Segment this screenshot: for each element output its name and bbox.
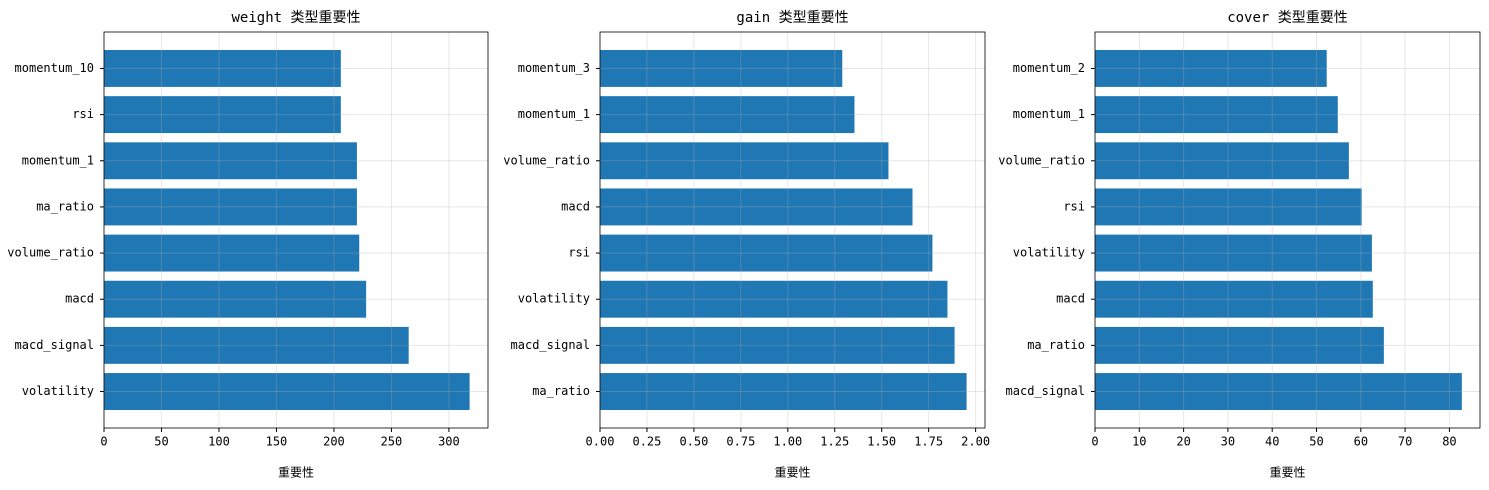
bar	[600, 234, 933, 272]
bar	[600, 326, 955, 364]
bar	[104, 280, 367, 318]
plot-frame	[103, 31, 489, 429]
bar	[600, 50, 843, 87]
bar	[1095, 96, 1338, 134]
bar	[104, 326, 409, 364]
y-tick-label: macd_signal	[15, 338, 94, 352]
y-tick-label: ma_ratio	[1027, 338, 1085, 352]
chart-title: gain 类型重要性	[736, 10, 848, 26]
x-tick-label: 60	[1354, 435, 1368, 449]
y-tick-label: ma_ratio	[532, 384, 590, 398]
y-tick-label: volume_ratio	[7, 246, 94, 260]
plot-frame	[1094, 31, 1481, 429]
y-tick-label: momentum_1	[22, 153, 94, 167]
x-tick-label: 2.00	[961, 435, 990, 449]
bar	[1095, 188, 1362, 226]
bar	[600, 96, 855, 134]
x-tick-label: 250	[381, 435, 403, 449]
x-tick-label: 1.75	[914, 435, 943, 449]
x-tick-label: 1.50	[867, 435, 896, 449]
y-tick-label: rsi	[1063, 199, 1085, 213]
x-tick-label: 100	[208, 435, 230, 449]
y-tick-label: macd	[561, 199, 590, 213]
chart-title: cover 类型重要性	[1227, 10, 1348, 26]
y-tick-label: macd_signal	[1006, 384, 1085, 398]
x-tick-label: 0	[100, 435, 107, 449]
bar	[1095, 234, 1372, 272]
plot-frame	[599, 31, 986, 429]
x-tick-label: 0.00	[586, 435, 615, 449]
x-axis-label: 重要性	[1269, 466, 1305, 480]
x-axis-label: 重要性	[278, 466, 314, 480]
y-tick-label: ma_ratio	[36, 199, 94, 213]
y-tick-label: macd	[65, 292, 94, 306]
bar	[600, 188, 913, 226]
x-tick-label: 1.25	[820, 435, 849, 449]
y-tick-label: volume_ratio	[998, 153, 1085, 167]
y-tick-label: rsi	[72, 107, 94, 121]
bar	[1095, 142, 1349, 180]
x-tick-label: 0.50	[679, 435, 708, 449]
y-tick-label: momentum_3	[518, 61, 590, 75]
bar	[104, 188, 357, 226]
y-tick-label: momentum_1	[518, 107, 590, 121]
bar	[104, 373, 470, 410]
bar	[1095, 373, 1462, 410]
bar	[1095, 280, 1373, 318]
x-tick-label: 50	[154, 435, 168, 449]
y-tick-label: macd	[1056, 292, 1085, 306]
bar	[104, 50, 341, 87]
x-tick-label: 0.75	[726, 435, 755, 449]
x-tick-label: 1.00	[773, 435, 802, 449]
y-tick-label: volatility	[518, 292, 590, 306]
x-tick-label: 20	[1176, 435, 1190, 449]
x-tick-label: 70	[1398, 435, 1412, 449]
y-tick-label: momentum_2	[1013, 61, 1085, 75]
x-tick-label: 40	[1265, 435, 1279, 449]
x-tick-label: 80	[1442, 435, 1456, 449]
x-tick-label: 10	[1132, 435, 1146, 449]
y-tick-label: volume_ratio	[503, 153, 590, 167]
chart-title: weight 类型重要性	[231, 10, 360, 26]
x-tick-label: 0.25	[632, 435, 661, 449]
x-tick-label: 200	[323, 435, 345, 449]
y-tick-label: macd_signal	[511, 338, 590, 352]
bar	[1095, 50, 1327, 87]
x-tick-label: 300	[438, 435, 460, 449]
x-tick-label: 150	[266, 435, 288, 449]
bar	[104, 142, 357, 180]
bar	[600, 280, 948, 318]
x-tick-label: 0	[1091, 435, 1098, 449]
y-tick-label: volatility	[1013, 246, 1085, 260]
bar	[600, 373, 967, 410]
bar	[600, 142, 889, 180]
x-axis-label: 重要性	[774, 466, 810, 480]
y-tick-label: momentum_1	[1013, 107, 1085, 121]
bar	[104, 234, 360, 272]
y-tick-label: momentum_10	[15, 61, 94, 75]
x-tick-label: 30	[1221, 435, 1235, 449]
y-tick-label: volatility	[22, 384, 94, 398]
y-tick-label: rsi	[568, 246, 590, 260]
bar	[1095, 326, 1384, 364]
x-tick-label: 50	[1309, 435, 1323, 449]
bar	[104, 96, 341, 134]
